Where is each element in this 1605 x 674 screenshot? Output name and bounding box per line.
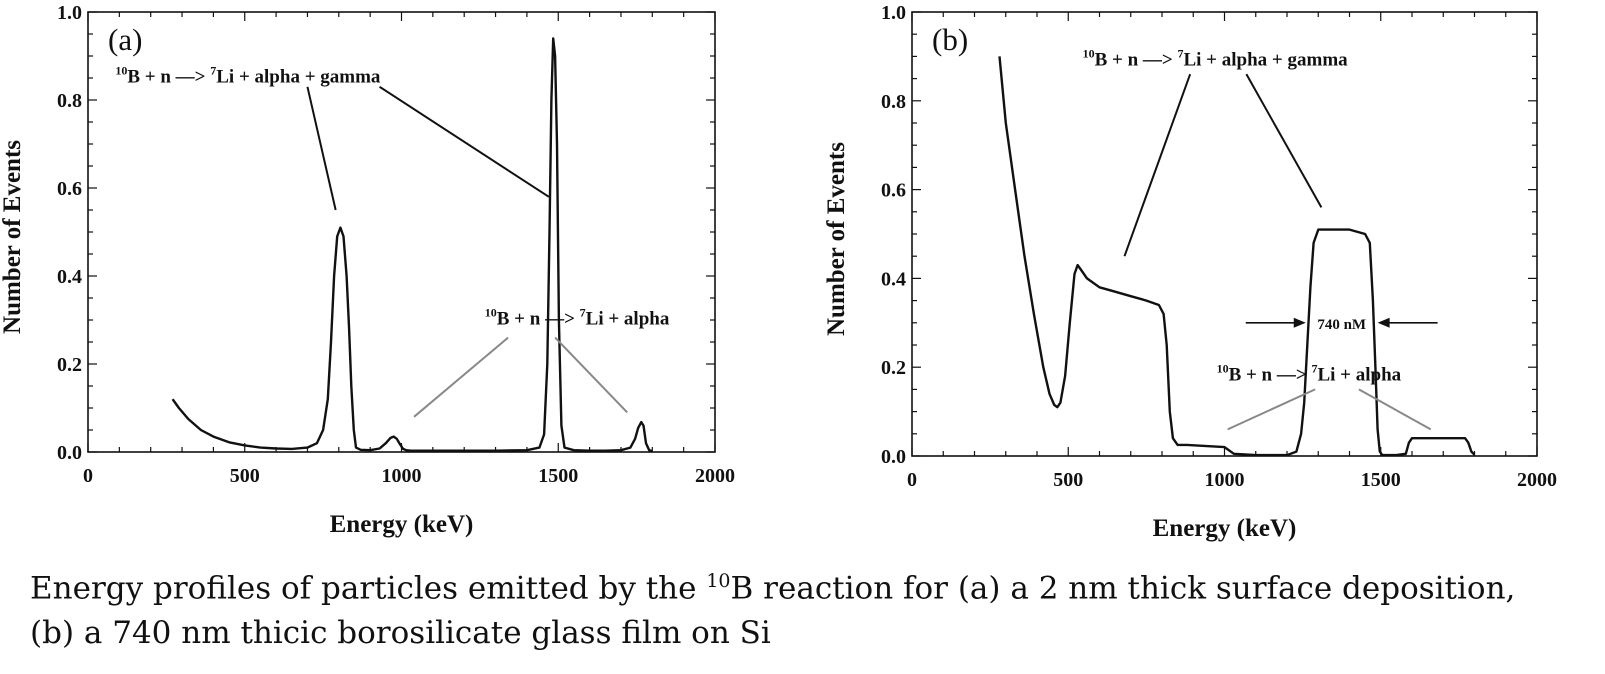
reaction-annotation: 10B + n —> 7Li + alpha + gamma — [1083, 46, 1349, 70]
reaction-annotation: 10B + n —> 7Li + alpha — [1217, 362, 1402, 386]
x-tick-label: 0 — [907, 469, 917, 491]
y-tick-label: 0.0 — [57, 442, 82, 464]
data-series-line — [171, 37, 653, 453]
annotation-pointer-line — [1245, 73, 1323, 208]
y-tick-label: 0.2 — [57, 354, 82, 376]
annotation-pointer-line — [1123, 73, 1192, 257]
data-series-line — [998, 56, 1476, 457]
width-marker-label: 740 nM — [1317, 317, 1366, 333]
plot-frame — [911, 11, 1538, 457]
y-tick-label: 0.6 — [57, 178, 82, 200]
width-arrowhead-left — [1293, 317, 1306, 328]
y-axis-label: Number of Events — [0, 140, 26, 334]
x-axis-label: Energy (keV) — [1153, 515, 1297, 542]
reaction-annotation: 10B + n —> 7Li + alpha + gamma — [115, 63, 381, 87]
y-tick-label: 0.2 — [881, 357, 906, 379]
y-tick-label: 0.4 — [57, 266, 82, 288]
y-tick-label: 0.6 — [881, 180, 906, 202]
x-tick-label: 500 — [1053, 469, 1083, 491]
y-tick-label: 0.4 — [881, 268, 906, 290]
figure-caption-line-2: (b) a 740 nm thicic borosilicate glass f… — [30, 615, 771, 651]
annotation-pointer-line — [1227, 388, 1316, 431]
x-tick-label: 2000 — [1517, 469, 1557, 491]
width-arrowhead-right — [1377, 317, 1390, 328]
x-tick-label: 1000 — [1205, 469, 1245, 491]
x-tick-label: 1000 — [382, 465, 422, 487]
annotation-pointer-line — [379, 85, 550, 198]
x-tick-label: 2000 — [695, 465, 735, 487]
y-tick-label: 0.0 — [881, 446, 906, 468]
x-axis-label: Energy (keV) — [330, 511, 474, 538]
panel-label: (a) — [108, 22, 142, 57]
y-axis-label: Number of Events — [823, 142, 850, 336]
annotation-pointer-line — [554, 336, 628, 414]
chart-panel-a: 0 500 1000 1500 2000 0.0 0.2 0.4 0.6 0.8 1.0 Energy… — [0, 2, 735, 538]
annotation-pointer-line — [413, 336, 509, 418]
x-tick-label: 1500 — [538, 465, 578, 487]
x-tick-label: 0 — [83, 465, 93, 487]
x-tick-label: 500 — [230, 465, 260, 487]
y-tick-label: 1.0 — [881, 2, 906, 24]
x-tick-label: 1500 — [1361, 469, 1401, 491]
annotation-pointer-line — [1358, 388, 1432, 431]
y-tick-label: 0.8 — [881, 91, 906, 113]
annotation-pointer-line — [306, 86, 337, 211]
y-tick-label: 0.8 — [57, 90, 82, 112]
panel-label: (b) — [932, 22, 968, 57]
figure-caption-line-1: Energy profiles of particles emitted by … — [30, 570, 1516, 607]
y-tick-label: 1.0 — [57, 2, 82, 24]
figure: 0 500 1000 1500 2000 0.0 0.2 0.4 0.6 0.8 1.0 Energy… — [0, 2, 1557, 542]
reaction-annotation: 10B + n —> 7Li + alpha — [485, 305, 670, 329]
chart-panel-b: 0 500 1000 1500 2000 0.0 0.2 0.4 0.6 0.8 1.0 Energy… — [823, 2, 1557, 542]
